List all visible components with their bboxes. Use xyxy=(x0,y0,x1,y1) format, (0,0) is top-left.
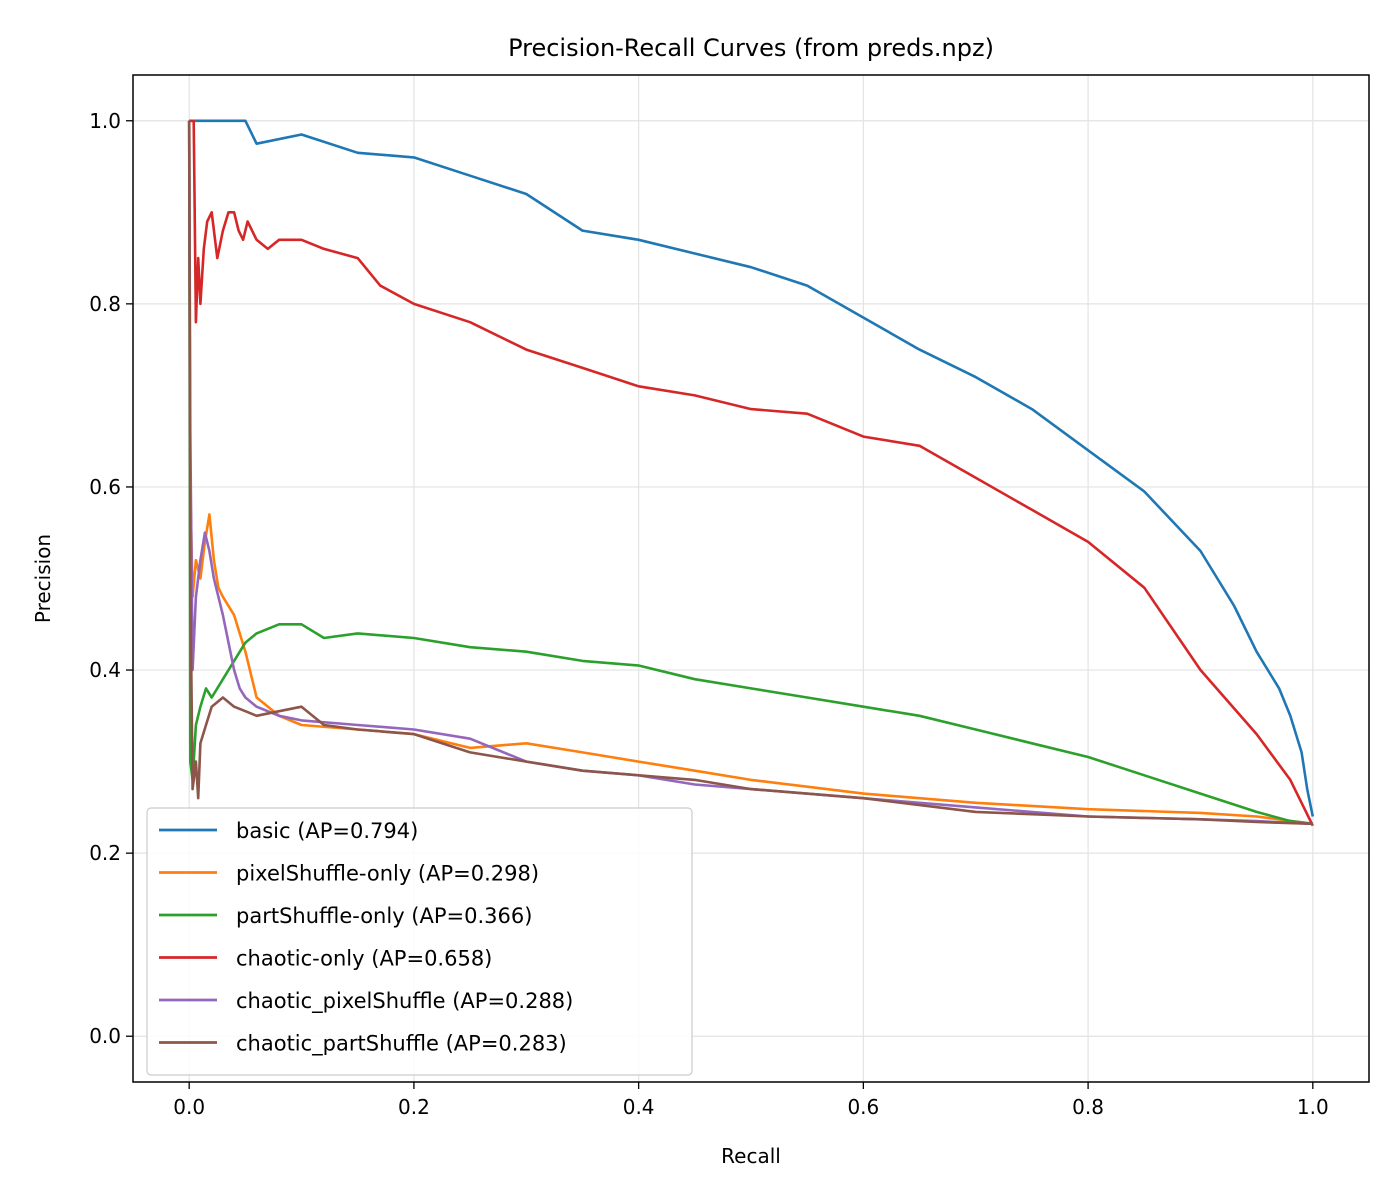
y-tick-label: 0.2 xyxy=(89,841,121,865)
series-line-0 xyxy=(189,119,1315,817)
y-tick-label: 1.0 xyxy=(89,109,121,133)
legend-label: chaotic_pixelShuffle (AP=0.288) xyxy=(236,989,573,1014)
series-line-3 xyxy=(189,119,1314,827)
y-tick-label: 0.8 xyxy=(89,292,121,316)
legend-label: basic (AP=0.794) xyxy=(236,819,418,843)
x-tick-label: 0.8 xyxy=(1072,1095,1104,1119)
y-tick-label: 0.6 xyxy=(89,475,121,499)
series-line-2 xyxy=(187,120,1313,826)
legend-label: pixelShuffle-only (AP=0.298) xyxy=(236,862,539,886)
legend-label: chaotic_partShuffle (AP=0.283) xyxy=(236,1032,567,1057)
series-layer xyxy=(187,119,1315,827)
legend-box xyxy=(146,807,693,1076)
series-line-5 xyxy=(187,120,1313,826)
plot-frame xyxy=(132,74,1370,1083)
series-line-1 xyxy=(187,120,1313,826)
y-tick-label: 0.4 xyxy=(89,658,121,682)
x-tick-label: 1.0 xyxy=(1297,1095,1329,1119)
x-tick-label: 0.2 xyxy=(398,1095,430,1119)
ticks-layer: 0.0 0.2 0.4 0.6 0.8 1.0 0.0 0.2 0.4 0.6 0.8 1.0 xyxy=(89,109,1329,1119)
x-axis-title: Recall xyxy=(721,1144,781,1168)
x-tick-label: 0.4 xyxy=(623,1095,655,1119)
y-tick-label: 0.0 xyxy=(89,1024,121,1048)
legend: basic (AP=0.794) pixelShuffle-only (AP=0.… xyxy=(146,807,693,1076)
legend-label: chaotic-only (AP=0.658) xyxy=(236,947,492,971)
x-tick-label: 0.6 xyxy=(847,1095,879,1119)
x-tick-label: 0.0 xyxy=(173,1095,205,1119)
y-axis-title: Precision xyxy=(31,534,55,623)
chart-title: Precision-Recall Curves (from preds.npz) xyxy=(508,34,994,62)
legend-label: partShuffle-only (AP=0.366) xyxy=(236,904,532,928)
